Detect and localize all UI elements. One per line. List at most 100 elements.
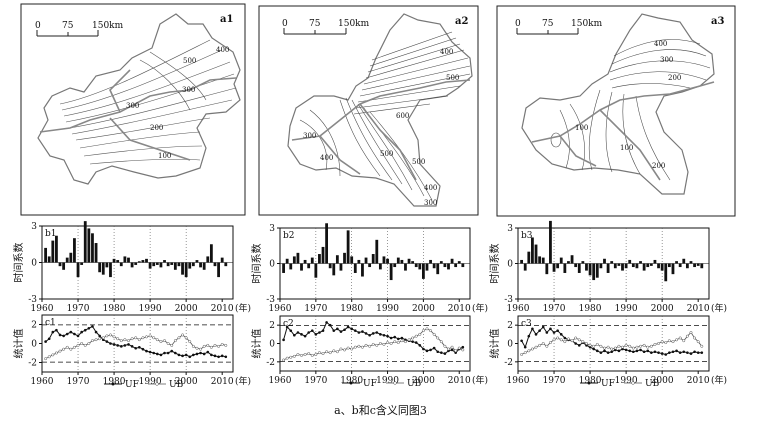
point-UB: [400, 339, 404, 343]
point-UB: [530, 347, 534, 351]
point-UB: [396, 341, 400, 345]
point-UB: [624, 343, 628, 347]
bar-2010: [696, 263, 700, 266]
y-tick-label: -3: [266, 295, 275, 305]
bar-1979: [585, 263, 588, 271]
point-UF: [523, 345, 527, 349]
point-UB: [191, 344, 195, 348]
point-UB: [382, 342, 386, 346]
bar-1992: [631, 263, 635, 268]
bar-1963: [51, 240, 55, 263]
legend-label: UF: [363, 379, 377, 389]
point-UF: [336, 327, 339, 331]
point-UB: [552, 338, 556, 342]
point-UF: [682, 350, 686, 354]
bar-1985: [606, 263, 610, 273]
point-UF: [80, 330, 83, 334]
point-UF: [361, 330, 364, 333]
bar-2004: [199, 262, 202, 268]
bar-1988: [141, 260, 145, 263]
bar-2008: [213, 262, 217, 267]
point-UB: [202, 344, 206, 348]
bar-2011: [461, 263, 465, 268]
bar-1968: [69, 252, 73, 263]
point-UB: [217, 344, 221, 348]
panel-label-c2: c2: [283, 319, 294, 329]
point-UB: [617, 344, 621, 348]
bar-1980: [112, 258, 116, 263]
point-UF: [541, 325, 545, 329]
point-UF: [44, 340, 47, 343]
point-UB: [76, 343, 80, 347]
contour-label: 400: [440, 48, 453, 56]
plot-frame: [517, 315, 710, 372]
point-UF: [635, 349, 639, 353]
bar-1996: [646, 263, 650, 268]
bar-1993: [396, 257, 400, 264]
panel-label-a3: a3: [711, 16, 724, 27]
point-UB: [109, 333, 112, 337]
point-UB: [335, 350, 339, 354]
point-UF: [700, 351, 704, 354]
bar-1997: [173, 262, 177, 270]
bar-1992: [393, 263, 397, 268]
point-UF: [202, 352, 206, 356]
point-UF: [177, 353, 181, 357]
map-panel-a2: a2 0 75 150km 400 500 300 400 500 600 50…: [258, 5, 479, 216]
x-axis-label: (年): [235, 302, 251, 314]
point-UB: [195, 346, 199, 350]
point-UB: [574, 336, 578, 340]
bar-1981: [353, 263, 357, 273]
bar-1972: [83, 221, 87, 263]
bar-2001: [188, 262, 192, 269]
point-UB: [87, 342, 91, 345]
point-UB: [292, 354, 296, 358]
bar-1975: [94, 243, 98, 263]
point-UF: [450, 348, 454, 352]
point-UF: [375, 331, 379, 334]
x-axis-label: (年): [235, 375, 251, 387]
y-axis-label: 时间系数: [250, 244, 263, 284]
x-axis-label: (年): [711, 302, 727, 314]
point-UF: [411, 340, 414, 343]
point-UF: [282, 338, 285, 342]
x-tick-label: 1960: [31, 377, 54, 387]
bar-2011: [224, 262, 228, 267]
contour-label: 200: [668, 74, 681, 82]
y-tick-label: 0: [507, 340, 513, 350]
point-UF: [296, 331, 300, 334]
point-UB: [581, 340, 585, 344]
point-UB: [300, 353, 303, 357]
point-UB: [454, 349, 458, 353]
bar-2005: [678, 263, 682, 268]
bar-1975: [332, 263, 336, 276]
bar-2002: [191, 262, 195, 267]
point-UB: [371, 342, 375, 346]
bar-1984: [127, 257, 130, 263]
point-UB: [603, 346, 606, 350]
point-UF: [98, 334, 101, 338]
y-tick-label: -3: [28, 295, 37, 305]
bar-1991: [389, 263, 393, 281]
y-tick-label: 0: [269, 340, 275, 350]
bar-1969: [310, 257, 314, 264]
point-UF: [145, 349, 148, 353]
point-UB: [170, 343, 174, 347]
point-UB: [346, 346, 350, 350]
point-UF: [148, 350, 152, 354]
point-UF: [199, 351, 202, 355]
bar-1971: [80, 262, 84, 265]
point-UF: [368, 333, 371, 337]
point-UF: [671, 350, 675, 354]
point-UF: [461, 345, 465, 349]
y-axis-label: 统计值: [12, 329, 25, 359]
bar-1995: [404, 263, 407, 271]
point-UF: [534, 333, 538, 336]
bar-1989: [621, 263, 624, 271]
x-tick-label: 2000: [175, 377, 198, 387]
point-UB: [545, 344, 549, 348]
bar-1979: [109, 262, 112, 278]
region-outline: [37, 13, 241, 185]
point-UB: [105, 334, 109, 338]
